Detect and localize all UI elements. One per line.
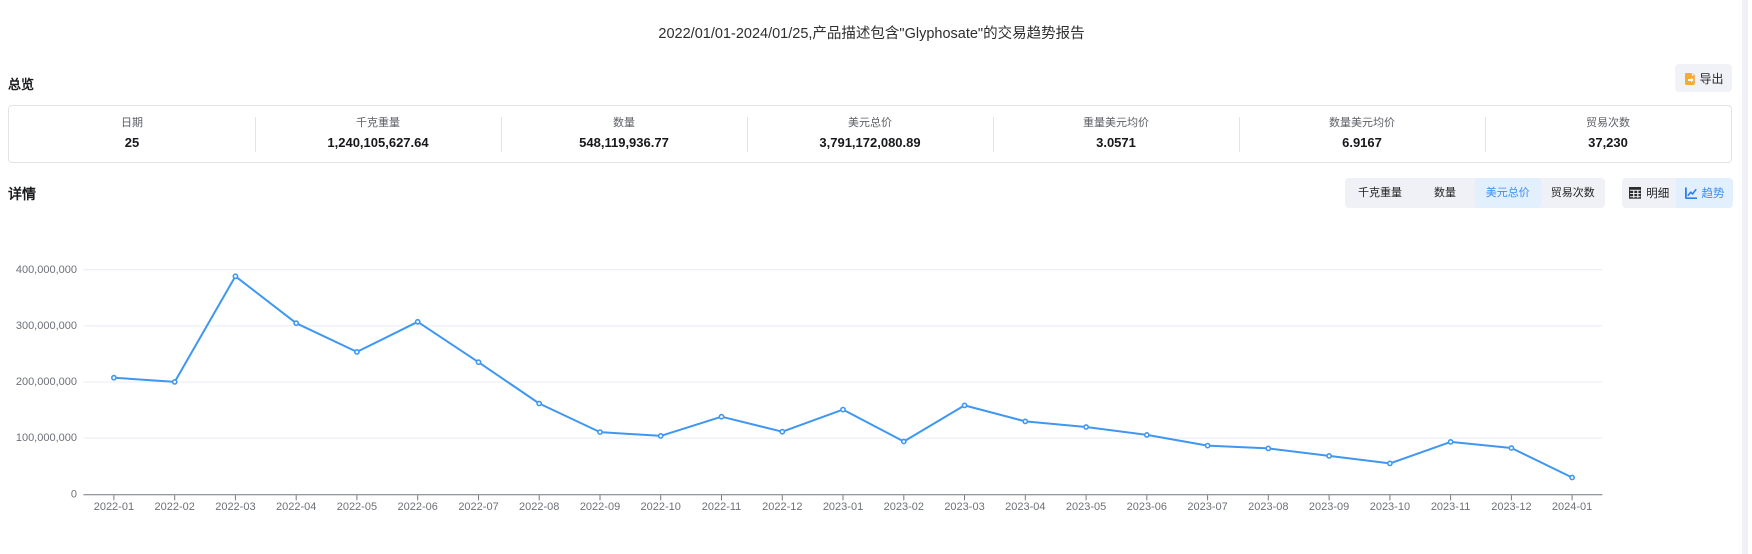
svg-text:2023-05: 2023-05 (1066, 501, 1106, 513)
svg-text:2022-03: 2022-03 (215, 501, 255, 513)
svg-text:2022-02: 2022-02 (155, 501, 195, 513)
svg-text:2022-07: 2022-07 (458, 501, 498, 513)
svg-text:200,000,000: 200,000,000 (16, 376, 77, 388)
svg-text:2022-11: 2022-11 (702, 501, 742, 513)
svg-text:100,000,000: 100,000,000 (16, 432, 77, 444)
svg-text:400,000,000: 400,000,000 (16, 264, 77, 276)
svg-text:2022-12: 2022-12 (762, 501, 802, 513)
svg-text:2022-10: 2022-10 (641, 501, 681, 513)
svg-text:2023-10: 2023-10 (1370, 501, 1410, 513)
svg-text:0: 0 (71, 488, 77, 500)
svg-text:2023-11: 2023-11 (1431, 501, 1471, 513)
svg-text:2023-09: 2023-09 (1309, 501, 1349, 513)
svg-text:2022-04: 2022-04 (276, 501, 316, 513)
svg-text:2023-12: 2023-12 (1491, 501, 1531, 513)
svg-text:2023-08: 2023-08 (1248, 501, 1288, 513)
svg-text:300,000,000: 300,000,000 (16, 320, 77, 332)
svg-text:2023-02: 2023-02 (884, 501, 924, 513)
svg-text:2023-04: 2023-04 (1005, 501, 1045, 513)
svg-text:2022-08: 2022-08 (519, 501, 559, 513)
svg-text:2023-01: 2023-01 (823, 501, 863, 513)
svg-text:2022-06: 2022-06 (398, 501, 438, 513)
svg-text:2023-03: 2023-03 (944, 501, 984, 513)
svg-text:2022-09: 2022-09 (580, 501, 620, 513)
svg-text:2022-01: 2022-01 (94, 501, 134, 513)
svg-text:2024-01: 2024-01 (1552, 501, 1592, 513)
svg-text:2022-05: 2022-05 (337, 501, 377, 513)
svg-text:2023-06: 2023-06 (1127, 501, 1167, 513)
svg-text:2023-07: 2023-07 (1187, 501, 1227, 513)
